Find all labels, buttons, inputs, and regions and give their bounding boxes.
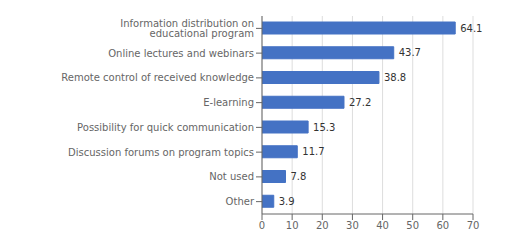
svg-text:Not used: Not used xyxy=(209,171,254,182)
svg-text:38.8: 38.8 xyxy=(384,72,406,83)
svg-text:64.1: 64.1 xyxy=(460,23,482,34)
svg-text:E-learning: E-learning xyxy=(203,97,254,108)
svg-text:70: 70 xyxy=(467,220,480,231)
svg-text:27.2: 27.2 xyxy=(349,97,371,108)
svg-text:Possibility for quick communic: Possibility for quick communication xyxy=(77,122,254,133)
svg-text:Information distribution onedu: Information distribution oneducational p… xyxy=(120,18,254,39)
svg-text:7.8: 7.8 xyxy=(291,171,307,182)
svg-text:11.7: 11.7 xyxy=(302,146,324,157)
svg-text:30: 30 xyxy=(346,220,359,231)
svg-text:60: 60 xyxy=(436,220,449,231)
svg-text:Remote control of received kno: Remote control of received knowledge xyxy=(61,72,254,83)
svg-text:Online lectures and webinars: Online lectures and webinars xyxy=(108,48,254,59)
svg-text:Other: Other xyxy=(226,196,255,207)
svg-text:20: 20 xyxy=(316,220,329,231)
svg-text:40: 40 xyxy=(376,220,389,231)
svg-text:50: 50 xyxy=(406,220,419,231)
svg-text:3.9: 3.9 xyxy=(279,196,295,207)
svg-text:10: 10 xyxy=(286,220,299,231)
svg-text:0: 0 xyxy=(259,220,265,231)
svg-text:43.7: 43.7 xyxy=(399,47,421,58)
svg-text:Discussion forums on program t: Discussion forums on program topics xyxy=(68,147,254,158)
svg-text:15.3: 15.3 xyxy=(313,122,335,133)
